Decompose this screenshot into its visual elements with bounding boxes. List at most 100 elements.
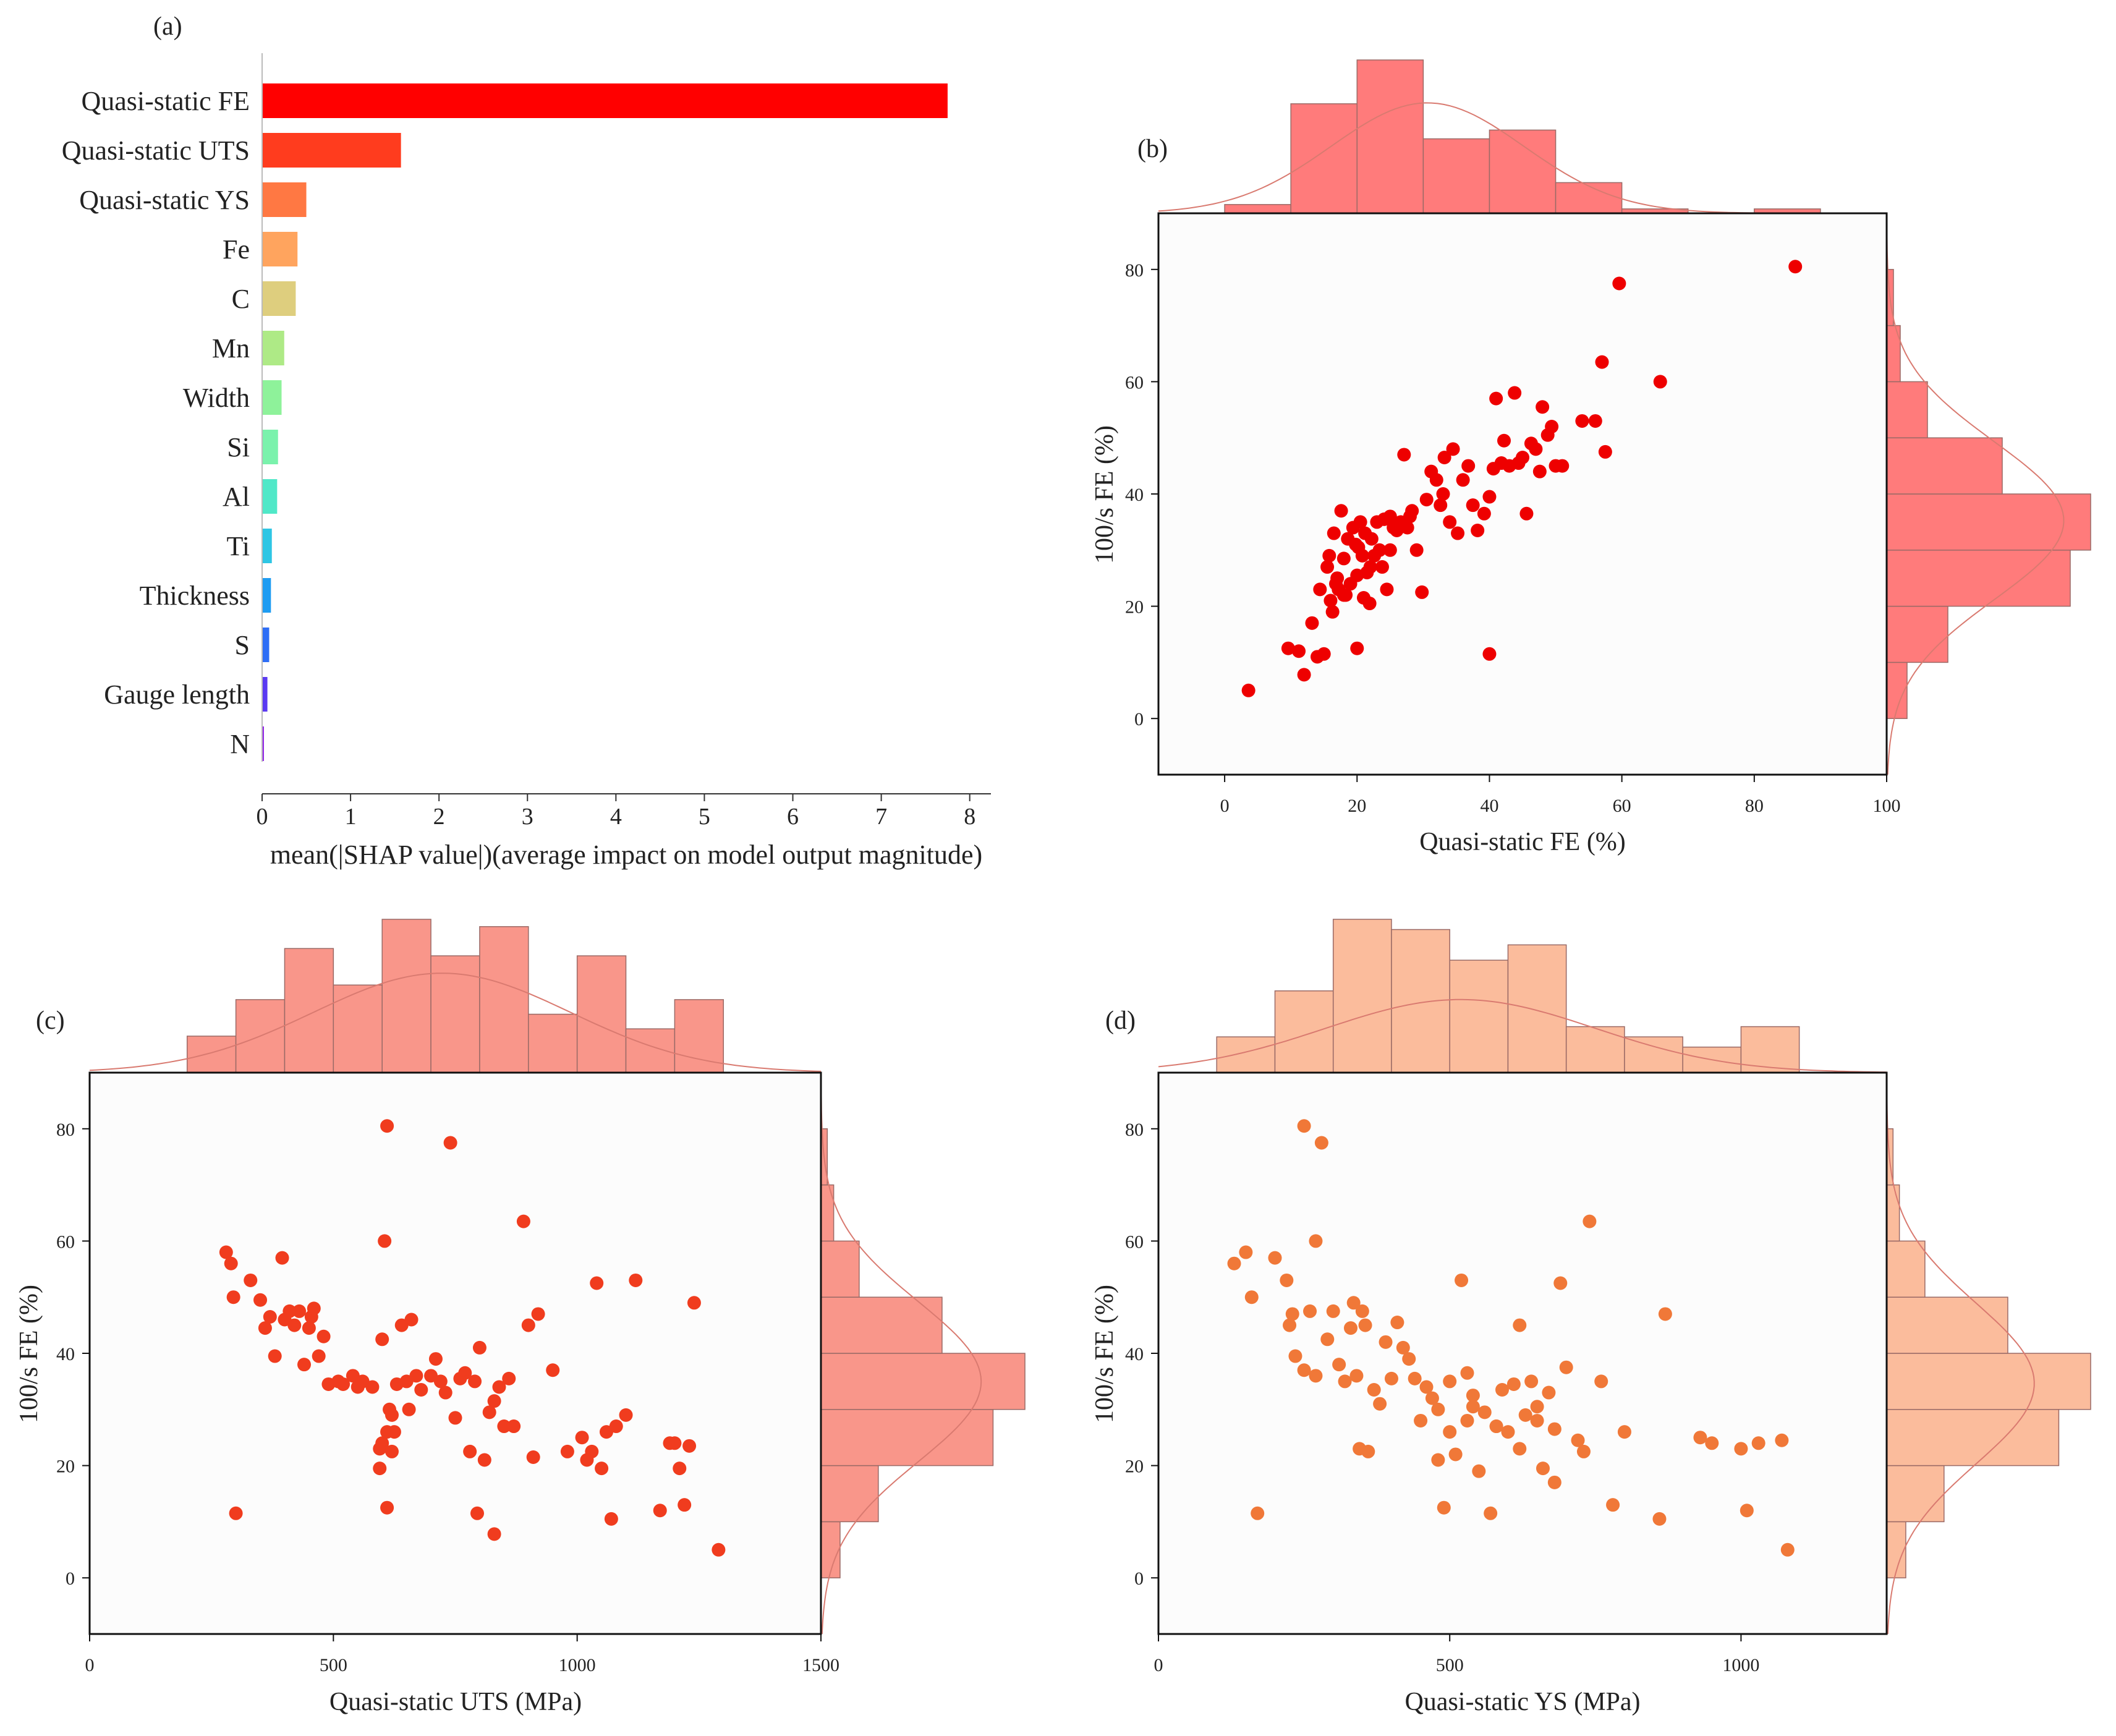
data-point <box>1443 1425 1457 1439</box>
data-point <box>1594 1374 1608 1389</box>
panel-d-points <box>1227 1119 1795 1557</box>
data-point <box>443 1136 457 1150</box>
panel-d-x-axis-title: Quasi-static YS (MPa) <box>1404 1688 1640 1716</box>
x-tick-label: 20 <box>1348 796 1366 816</box>
data-point <box>1297 668 1311 682</box>
data-point <box>1336 551 1351 566</box>
data-point <box>1734 1442 1748 1456</box>
data-point <box>1349 1369 1364 1383</box>
histogram-bar <box>1886 1296 2008 1354</box>
panel-b-points <box>1241 260 1803 697</box>
y-tick-label: 80 <box>1125 260 1144 281</box>
data-point <box>1281 641 1295 655</box>
data-point <box>1547 1475 1562 1489</box>
bar-al <box>262 479 278 514</box>
data-point <box>302 1321 316 1335</box>
data-point <box>1313 582 1327 597</box>
data-point <box>1283 1318 1297 1332</box>
histogram-bar <box>381 919 431 1073</box>
category-label: Al <box>223 482 250 512</box>
data-point <box>1460 1413 1474 1428</box>
data-point <box>1362 597 1377 611</box>
data-point <box>487 1394 501 1408</box>
data-point <box>1595 355 1609 369</box>
data-point <box>258 1321 272 1335</box>
data-point <box>263 1309 277 1324</box>
x-tick-label: 1000 <box>1722 1655 1759 1675</box>
data-point <box>653 1504 667 1518</box>
data-point <box>1446 442 1460 456</box>
data-point <box>1363 560 1377 574</box>
x-tick-label: 5 <box>699 804 710 830</box>
data-point <box>1529 442 1543 456</box>
data-point <box>1314 1136 1328 1150</box>
data-point <box>1477 506 1491 521</box>
data-point <box>1524 1374 1539 1389</box>
data-point <box>619 1408 633 1422</box>
data-point <box>1455 1273 1469 1287</box>
data-point <box>380 1119 394 1133</box>
y-tick-label: 20 <box>1125 597 1144 618</box>
category-label: Si <box>227 432 250 462</box>
data-point <box>1327 526 1341 540</box>
data-point <box>1443 515 1457 529</box>
y-tick-label: 40 <box>1125 1344 1144 1364</box>
data-point <box>297 1358 312 1372</box>
data-point <box>1612 276 1626 291</box>
data-point <box>1375 560 1389 574</box>
data-point <box>1338 1374 1352 1389</box>
histogram-bar <box>674 999 724 1073</box>
histogram-bar <box>1886 1465 1945 1523</box>
panel-d-label: (d) <box>1105 1006 1136 1035</box>
data-point <box>1518 1408 1532 1422</box>
data-point <box>497 1419 511 1434</box>
data-point <box>1419 1380 1434 1394</box>
data-point <box>380 1500 394 1515</box>
histogram-bar <box>820 1296 943 1354</box>
data-point <box>1409 543 1424 557</box>
data-point <box>1350 641 1364 655</box>
histogram-bar <box>1422 138 1490 214</box>
data-point <box>1414 1413 1428 1428</box>
category-label: C <box>232 284 250 314</box>
data-point <box>1780 1542 1795 1557</box>
data-point <box>292 1304 307 1318</box>
data-point <box>1451 526 1465 540</box>
data-point <box>1251 1506 1265 1520</box>
data-point <box>224 1256 238 1270</box>
data-point <box>1658 1307 1672 1321</box>
data-point <box>531 1307 545 1321</box>
bar-gauge-length <box>262 677 268 712</box>
panel-b-x-axis-title: Quasi-static FE (%) <box>1419 828 1626 856</box>
histogram-bar <box>1290 103 1358 214</box>
data-point <box>595 1462 609 1476</box>
panel-c-y-axis-title: 100/s FE (%) <box>15 1285 43 1423</box>
y-tick-label: 40 <box>1125 485 1144 505</box>
data-point <box>1383 543 1397 557</box>
panel-b-top-histogram <box>1158 59 1887 214</box>
histogram-bar <box>1886 381 1928 438</box>
data-point <box>433 1374 448 1389</box>
y-tick-label: 60 <box>1125 1232 1144 1252</box>
data-point <box>1436 487 1450 501</box>
data-point <box>380 1425 394 1439</box>
category-label: Gauge length <box>104 679 250 710</box>
data-point <box>404 1313 419 1327</box>
histogram-bar <box>284 948 334 1073</box>
data-point <box>1239 1245 1253 1259</box>
data-point <box>1379 1335 1393 1349</box>
data-point <box>1497 433 1511 448</box>
data-point <box>1384 1371 1398 1385</box>
histogram-bar <box>820 1409 994 1466</box>
data-point <box>1367 1383 1381 1397</box>
data-point <box>1751 1436 1765 1450</box>
bar-si <box>262 430 278 464</box>
data-point <box>1461 459 1476 473</box>
data-point <box>226 1290 240 1304</box>
data-point <box>482 1405 496 1419</box>
y-tick-label: 80 <box>1125 1120 1144 1140</box>
histogram-bar <box>1886 437 2003 495</box>
data-point <box>1309 1369 1323 1383</box>
data-point <box>1361 1444 1375 1458</box>
